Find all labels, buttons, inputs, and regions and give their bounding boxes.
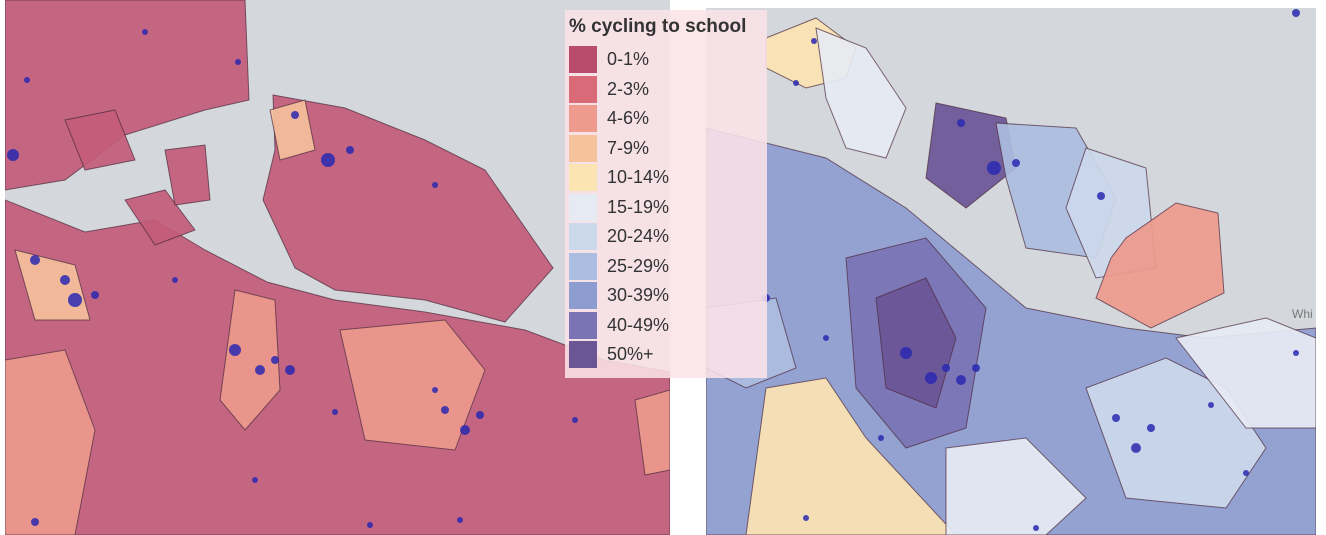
legend-title: % cycling to school	[569, 16, 746, 38]
legend-label: 50%+	[607, 344, 654, 365]
legend-swatch	[569, 312, 597, 339]
legend-label: 4-6%	[607, 108, 649, 129]
legend-swatch	[569, 135, 597, 162]
map-label: Whi	[1292, 307, 1313, 321]
legend-swatch	[569, 194, 597, 221]
legend-swatch	[569, 105, 597, 132]
page: Whi % cycling to school 0-1% 2-3% 4-6% 7-9%…	[0, 0, 1326, 535]
legend-swatch	[569, 282, 597, 309]
legend-swatch	[569, 164, 597, 191]
right-map[interactable]: Whi	[706, 8, 1316, 535]
legend-swatch	[569, 46, 597, 73]
legend-label: 20-24%	[607, 226, 669, 247]
legend-label: 7-9%	[607, 138, 649, 159]
legend-label: 25-29%	[607, 256, 669, 277]
legend-swatch	[569, 253, 597, 280]
legend-label: 30-39%	[607, 285, 669, 306]
legend-label: 0-1%	[607, 49, 649, 70]
legend-swatch	[569, 223, 597, 250]
legend: % cycling to school 0-1% 2-3% 4-6% 7-9% 10-1…	[565, 10, 767, 378]
legend-label: 2-3%	[607, 79, 649, 100]
legend-swatch	[569, 76, 597, 103]
legend-label: 40-49%	[607, 315, 669, 336]
legend-label: 15-19%	[607, 197, 669, 218]
legend-swatch	[569, 341, 597, 368]
legend-label: 10-14%	[607, 167, 669, 188]
